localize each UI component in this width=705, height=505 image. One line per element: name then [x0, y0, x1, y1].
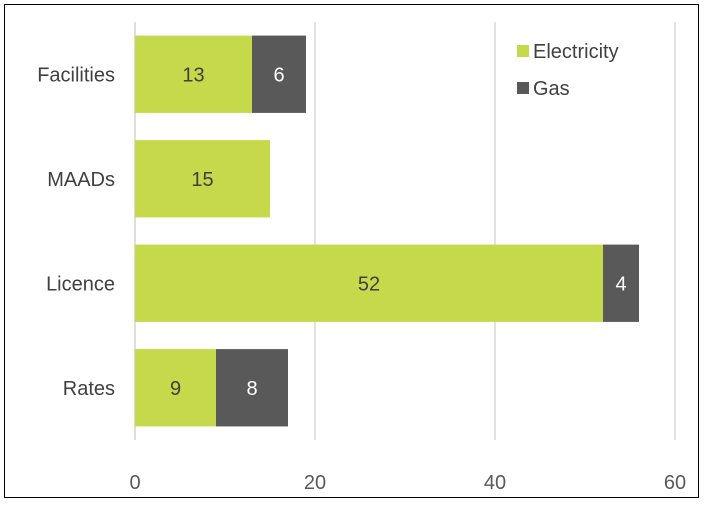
bar-electricity-licence — [135, 244, 603, 322]
x-tick-label-60: 60 — [664, 472, 686, 494]
data-label-gas-rates: 8 — [246, 378, 257, 400]
data-label-gas-facilities: 6 — [273, 64, 284, 86]
data-label-electricity-facilities: 13 — [182, 64, 204, 86]
bar-gas-licence — [603, 244, 639, 322]
legend-label-gas: Gas — [533, 78, 570, 100]
bar-gas-facilities — [252, 35, 306, 113]
x-tick-label-20: 20 — [304, 472, 326, 494]
data-label-electricity-licence: 52 — [358, 273, 380, 295]
bar-gas-rates — [216, 349, 288, 427]
bars — [135, 35, 639, 427]
legend: Electricity Gas — [517, 41, 619, 100]
data-label-electricity-rates: 9 — [170, 378, 181, 400]
legend-swatch-electricity — [517, 45, 529, 57]
x-tick-label-0: 0 — [129, 472, 140, 494]
bar-electricity-maads — [135, 140, 270, 218]
category-label-maads: MAADs — [47, 169, 115, 191]
labels: 0 20 40 60 Facilities 13 6 MAADs 15 Licence 52 4 Rat… — [37, 64, 686, 494]
category-label-facilities: Facilities — [37, 64, 115, 86]
legend-swatch-gas — [517, 82, 529, 94]
data-label-electricity-maads: 15 — [191, 169, 213, 191]
legend-label-electricity: Electricity — [533, 41, 619, 63]
category-label-rates: Rates — [63, 378, 115, 400]
category-label-licence: Licence — [46, 273, 115, 295]
bar-electricity-facilities — [135, 35, 252, 113]
x-tick-label-40: 40 — [484, 472, 506, 494]
bar-electricity-rates — [135, 349, 216, 427]
data-label-gas-licence: 4 — [615, 273, 626, 295]
